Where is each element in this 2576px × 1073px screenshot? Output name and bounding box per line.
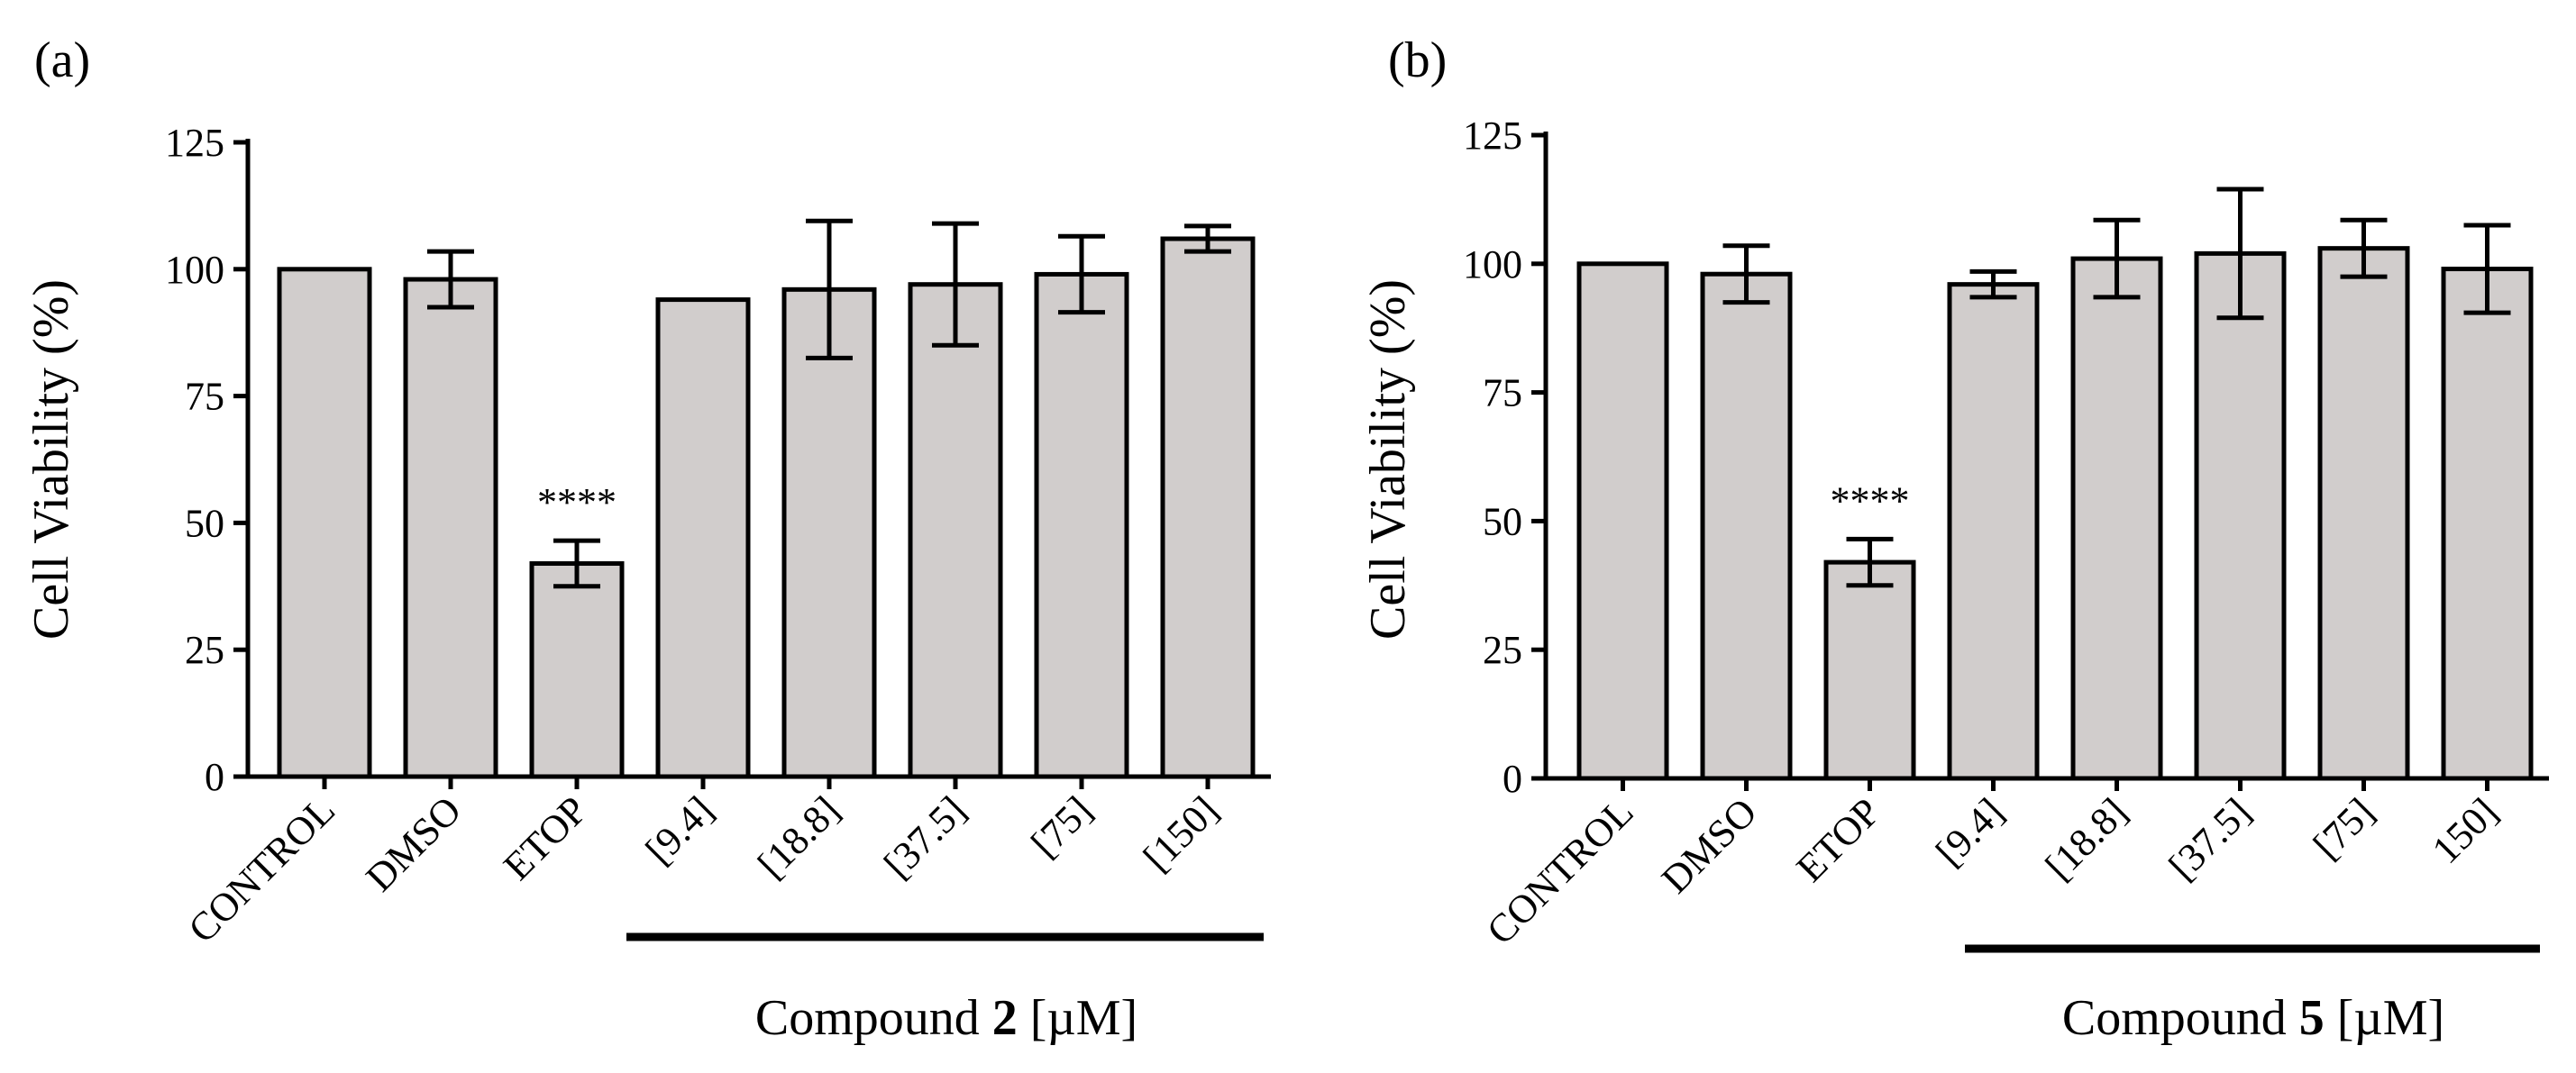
bar-9-4 [1947,282,2040,781]
group-label-prefix: Compound [755,990,992,1046]
bar-150 [2441,267,2534,781]
x-tick-label-75: [75] [1023,787,1101,865]
bar-9-4 [655,297,751,779]
bar-37-5 [908,282,1003,779]
y-axis-label: Cell Viability (%) [1360,279,1416,640]
bar-dmso [1700,271,1793,781]
bar-75 [1034,271,1129,779]
x-tick-label-37-5: [37.5] [875,787,974,887]
group-label-compound: 5 [2299,990,2325,1046]
bar-etop [1823,559,1916,781]
bar-150 [1160,236,1256,779]
error-bar-75 [2340,217,2388,279]
error-bar-dmso [427,249,474,310]
chart-panel-b: (b) Cell Viability (%) 0 25 50 75 100 125 CONTRO… [1360,32,2549,1046]
x-tick-label-150: [150] [1135,787,1227,879]
error-bar-37-5 [2216,186,2264,321]
x-tick-label-control: CONTROL [179,787,343,951]
panel-label: (b) [1388,32,1447,88]
group-label-suffix: [µM] [1018,990,1137,1046]
error-bar-18-8 [2093,217,2141,300]
x-tick-label-18-8: [18.8] [749,787,848,887]
y-tick-label-50: 50 [1483,499,1522,543]
bar-dmso [403,277,498,779]
bar-control [277,267,372,779]
y-tick-label-0: 0 [205,755,224,799]
y-tick-label-100: 100 [165,248,224,292]
error-bar-18-8 [806,218,853,360]
error-bar-75 [1058,233,1105,315]
x-tick-label-9-4: [9.4] [637,787,722,872]
y-tick-label-50: 50 [185,501,224,545]
bar-18-8 [2070,256,2163,781]
y-tick-label-100: 100 [1463,242,1522,286]
bar-control [1576,261,1669,781]
group-label-prefix: Compound [2062,990,2299,1046]
y-tick-label-75: 75 [1483,371,1522,415]
y-tick-label-0: 0 [1503,757,1522,801]
error-bar-dmso [1722,243,1770,305]
error-bar-etop [553,538,600,589]
x-tick-label-etop: ETOP [495,787,596,888]
x-tick-label-9-4: [9.4] [1927,789,2012,874]
x-tick-label-control: CONTROL [1478,789,1642,953]
x-tick-label-dmso: DMSO [358,787,470,900]
error-bar-150 [1184,223,1231,254]
y-tick-label-125: 125 [165,121,224,165]
x-tick-label-150: 150] [2424,789,2507,872]
group-label: Compound 5 [µM] [2062,990,2444,1046]
y-axis-label: Cell Viability (%) [23,279,79,640]
group-label: Compound 2 [µM] [755,990,1137,1046]
x-tick-label-37-5: [37.5] [2160,789,2260,888]
bar-etop [529,560,625,779]
y-tick-label-125: 125 [1463,114,1522,158]
x-tick-label-dmso: DMSO [1653,789,1766,902]
bar-18-8 [781,286,877,779]
bar-37-5 [2194,250,2287,781]
y-tick-label-25: 25 [1483,628,1522,672]
panel-label: (a) [34,32,90,88]
x-tick-label-75: [75] [2305,789,2382,867]
y-tick-label-25: 25 [185,628,224,672]
y-tick-label-75: 75 [185,375,224,419]
x-tick-label-etop: ETOP [1788,789,1889,890]
error-bar-9-4 [1969,268,2017,300]
bar-75 [2317,246,2410,781]
error-bar-etop [1846,536,1894,588]
chart-panel-a: (a) Cell Viability (%) 0 25 50 75 100 125 CONTRO… [23,32,1271,1046]
error-bar-37-5 [932,221,979,348]
group-label-suffix: [µM] [2325,990,2444,1046]
significance-annotation: **** [537,480,617,524]
error-bar-150 [2463,223,2511,315]
group-label-compound: 2 [992,990,1018,1046]
x-tick-label-18-8: [18.8] [2037,789,2136,888]
significance-annotation: **** [1831,478,1910,523]
